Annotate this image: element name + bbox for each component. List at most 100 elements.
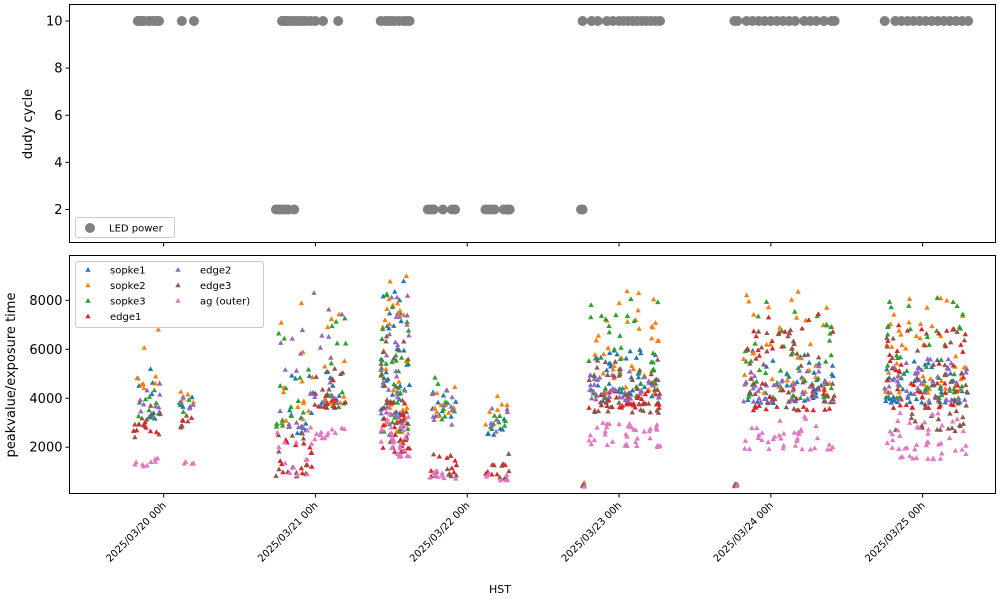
- ag-outer-point: [930, 455, 936, 461]
- edge2-point: [385, 386, 392, 392]
- edge3-point: [747, 360, 753, 366]
- ag-outer-point: [889, 445, 895, 450]
- sopke3-point: [153, 400, 159, 406]
- edge1-point: [653, 401, 660, 407]
- edge1-point: [280, 469, 286, 475]
- edge1-point: [656, 391, 663, 396]
- edge1-point: [960, 374, 967, 380]
- sopke1-point: [453, 398, 459, 404]
- edge2-point: [612, 386, 619, 392]
- sopke2-point: [956, 387, 963, 392]
- edge1-point: [894, 348, 900, 354]
- ag-outer-point: [286, 470, 293, 475]
- bottom-legend-frame: [75, 261, 264, 328]
- sopke1-point: [900, 386, 906, 392]
- ag-outer-point: [937, 455, 944, 461]
- sopke3-point: [753, 378, 760, 384]
- edge1-point: [307, 444, 313, 450]
- edge3-point: [381, 375, 387, 381]
- sopke1-point: [598, 354, 604, 360]
- edge1-point: [406, 445, 413, 451]
- ag-outer-point: [339, 425, 345, 431]
- edge2-point: [317, 344, 324, 350]
- edge2-point: [429, 391, 436, 396]
- sopke3-point: [885, 394, 892, 399]
- sopke1-point: [485, 431, 492, 436]
- edge1-point: [153, 429, 160, 435]
- edge3-point: [937, 426, 943, 432]
- sopke2-point: [384, 306, 390, 311]
- sopke2-point: [141, 385, 147, 391]
- edge1-point: [922, 401, 928, 407]
- edge2-point: [800, 391, 807, 397]
- edge2-point: [190, 402, 196, 407]
- edge3-point: [949, 326, 956, 332]
- edge1-point: [954, 388, 960, 394]
- sopke2-point: [298, 300, 305, 306]
- edge2-point: [641, 374, 647, 380]
- edge1-point: [756, 403, 762, 408]
- led-power-point: [318, 15, 329, 26]
- sopke1-point: [770, 357, 776, 363]
- sopke2-point: [482, 421, 489, 427]
- sopke3-point: [797, 395, 804, 401]
- edge1-point: [898, 362, 904, 367]
- sopke3-point: [938, 383, 944, 389]
- ag-outer-point: [813, 423, 819, 429]
- edge2-point: [885, 389, 892, 395]
- sopke3-point: [384, 291, 390, 297]
- edge2-point: [624, 397, 631, 403]
- edge3-point: [798, 362, 804, 368]
- sopke3-point: [279, 417, 286, 423]
- edge3-point: [775, 331, 782, 337]
- sopke1-point: [308, 410, 315, 416]
- ag-outer-point: [291, 464, 297, 470]
- edge1-point: [890, 405, 897, 410]
- sopke2-point: [920, 373, 926, 379]
- sopke3-point: [300, 409, 306, 415]
- edge1-point: [180, 418, 187, 423]
- ag-outer-point: [913, 455, 920, 460]
- edge3-point: [340, 369, 346, 375]
- edge1-point: [451, 469, 457, 475]
- edge3-point: [399, 417, 406, 423]
- sopke2-point: [636, 325, 642, 331]
- edge3-point: [313, 374, 319, 379]
- edge1-point: [815, 311, 822, 317]
- ag-outer-point: [497, 477, 503, 483]
- edge1-point: [392, 432, 398, 438]
- sopke3-point: [142, 396, 149, 402]
- edge1-point: [897, 402, 903, 408]
- edge3-point: [299, 430, 306, 436]
- sopke3-point: [815, 375, 821, 381]
- sopke3-point: [276, 330, 282, 336]
- ag-outer-point: [756, 432, 762, 438]
- edge3-point: [952, 428, 958, 434]
- sopke3-point: [923, 364, 930, 369]
- edge3-point: [815, 354, 822, 360]
- sopke1-point: [389, 391, 396, 397]
- ag-outer-point: [807, 446, 814, 452]
- edge3-point: [942, 372, 948, 378]
- edge3-point: [404, 420, 410, 426]
- sopke3-point: [405, 426, 411, 431]
- edge1-point: [826, 405, 833, 411]
- edge2-point: [590, 388, 597, 394]
- edge2-point: [286, 421, 292, 427]
- ag-outer-point: [897, 410, 903, 416]
- sopke1-point: [913, 396, 920, 402]
- edge2-point: [742, 381, 748, 387]
- sopke2-point: [898, 331, 904, 337]
- led-power-point: [428, 204, 439, 215]
- sopke3-point: [383, 360, 389, 366]
- sopke2-point: [404, 405, 410, 410]
- edge2-point: [894, 378, 901, 384]
- sopke2-point: [383, 366, 389, 372]
- edge2-point: [807, 383, 813, 389]
- sopke2-point: [795, 288, 801, 294]
- sopke1-point: [623, 355, 629, 361]
- sopke3-point: [756, 367, 763, 373]
- sopke3-point: [828, 352, 834, 358]
- ag-outer-point: [293, 439, 299, 445]
